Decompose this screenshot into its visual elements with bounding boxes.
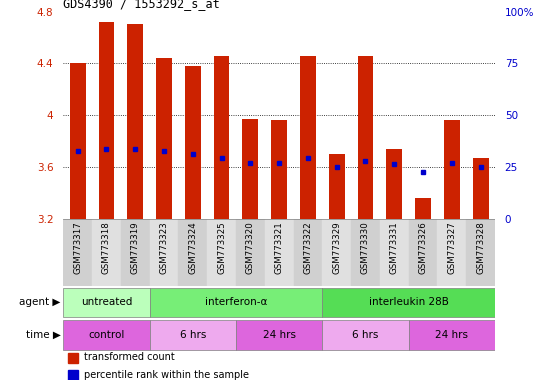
Bar bbox=[380, 219, 409, 286]
Text: GSM773330: GSM773330 bbox=[361, 222, 370, 274]
Text: GSM773324: GSM773324 bbox=[188, 222, 197, 274]
Text: 24 hrs: 24 hrs bbox=[263, 330, 296, 340]
Bar bbox=[150, 288, 322, 317]
Bar bbox=[265, 219, 294, 286]
Bar bbox=[444, 121, 460, 219]
Text: interferon-α: interferon-α bbox=[205, 297, 267, 308]
Bar bbox=[322, 219, 351, 286]
Bar bbox=[236, 320, 322, 350]
Bar bbox=[322, 288, 495, 317]
Text: GSM773329: GSM773329 bbox=[332, 222, 341, 274]
Bar bbox=[127, 25, 143, 219]
Bar bbox=[351, 219, 380, 286]
Bar bbox=[300, 56, 316, 219]
Bar bbox=[409, 320, 495, 350]
Bar bbox=[294, 219, 322, 286]
Text: GSM773322: GSM773322 bbox=[304, 222, 312, 274]
Bar bbox=[472, 158, 488, 219]
Text: 6 hrs: 6 hrs bbox=[353, 330, 378, 340]
Text: GSM773321: GSM773321 bbox=[274, 222, 284, 274]
Bar bbox=[63, 219, 92, 286]
Bar bbox=[437, 219, 466, 286]
Text: GSM773331: GSM773331 bbox=[390, 222, 399, 274]
Text: GSM773317: GSM773317 bbox=[73, 222, 82, 274]
Bar bbox=[409, 219, 437, 286]
Text: GSM773323: GSM773323 bbox=[160, 222, 168, 274]
Text: time ▶: time ▶ bbox=[26, 330, 60, 340]
Text: 24 hrs: 24 hrs bbox=[436, 330, 468, 340]
Bar bbox=[156, 58, 172, 219]
Bar bbox=[121, 219, 150, 286]
Bar bbox=[358, 56, 373, 219]
Text: agent ▶: agent ▶ bbox=[19, 297, 60, 308]
Bar bbox=[63, 320, 150, 350]
Text: GSM773320: GSM773320 bbox=[246, 222, 255, 274]
Bar bbox=[178, 219, 207, 286]
Text: GDS4390 / 1553292_s_at: GDS4390 / 1553292_s_at bbox=[63, 0, 220, 10]
Text: percentile rank within the sample: percentile rank within the sample bbox=[84, 370, 249, 380]
Text: GSM773326: GSM773326 bbox=[419, 222, 427, 274]
Text: interleukin 28B: interleukin 28B bbox=[368, 297, 449, 308]
Bar bbox=[70, 63, 86, 219]
Bar bbox=[63, 288, 150, 317]
Bar bbox=[329, 154, 345, 219]
Bar bbox=[213, 56, 229, 219]
Text: 6 hrs: 6 hrs bbox=[180, 330, 206, 340]
Text: GSM773318: GSM773318 bbox=[102, 222, 111, 274]
Bar bbox=[98, 22, 114, 219]
Text: GSM773327: GSM773327 bbox=[447, 222, 456, 274]
Bar bbox=[68, 370, 78, 380]
Bar bbox=[322, 320, 409, 350]
Bar bbox=[185, 66, 201, 219]
Text: transformed count: transformed count bbox=[84, 353, 175, 362]
Bar bbox=[415, 198, 431, 219]
Bar bbox=[236, 219, 265, 286]
Text: GSM773325: GSM773325 bbox=[217, 222, 226, 274]
Bar bbox=[466, 219, 495, 286]
Text: GSM773319: GSM773319 bbox=[131, 222, 140, 274]
Bar bbox=[150, 219, 178, 286]
Text: untreated: untreated bbox=[81, 297, 132, 308]
Text: GSM773328: GSM773328 bbox=[476, 222, 485, 274]
Text: control: control bbox=[88, 330, 125, 340]
Bar bbox=[150, 320, 236, 350]
Bar bbox=[92, 219, 121, 286]
Bar bbox=[386, 149, 402, 219]
Bar bbox=[207, 219, 236, 286]
Bar bbox=[243, 119, 258, 219]
Bar bbox=[271, 121, 287, 219]
Bar bbox=[68, 353, 78, 363]
